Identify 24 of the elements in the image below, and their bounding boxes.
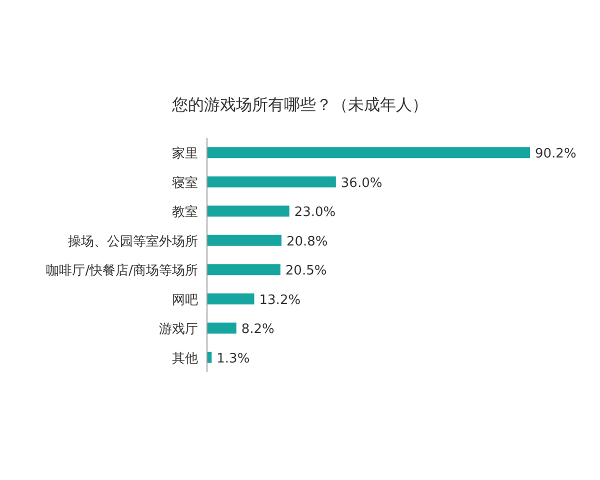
y-tick-label: 其他 (172, 351, 198, 366)
y-tick-label: 家里 (172, 146, 198, 162)
bar (207, 322, 236, 334)
y-tick-label: 寝室 (172, 174, 198, 191)
y-tick-label: 游戏厅 (159, 322, 198, 338)
bar (207, 147, 530, 158)
data-label: 23.0% (294, 205, 336, 220)
data-label: 36.0% (340, 176, 382, 191)
y-tick-label: 网吧 (172, 292, 198, 308)
data-label: 8.2% (241, 322, 274, 338)
bar (207, 234, 282, 246)
chart-title: 您的游戏场所有哪些？（未成年人） (171, 95, 428, 114)
data-label: 90.2% (535, 146, 576, 162)
bar (207, 293, 254, 304)
bar (207, 176, 336, 188)
data-label: 20.8% (286, 234, 328, 250)
data-label: 20.5% (285, 264, 327, 279)
bar (207, 206, 290, 217)
data-label: 1.3% (216, 351, 250, 366)
data-label: 13.2% (259, 292, 301, 308)
y-tick-label: 操场、公园等室外场所 (68, 233, 198, 250)
bar (207, 264, 280, 276)
y-tick-label: 咖啡厅/快餐店/商场等场所 (46, 262, 198, 279)
y-tick-label: 教室 (172, 204, 198, 220)
